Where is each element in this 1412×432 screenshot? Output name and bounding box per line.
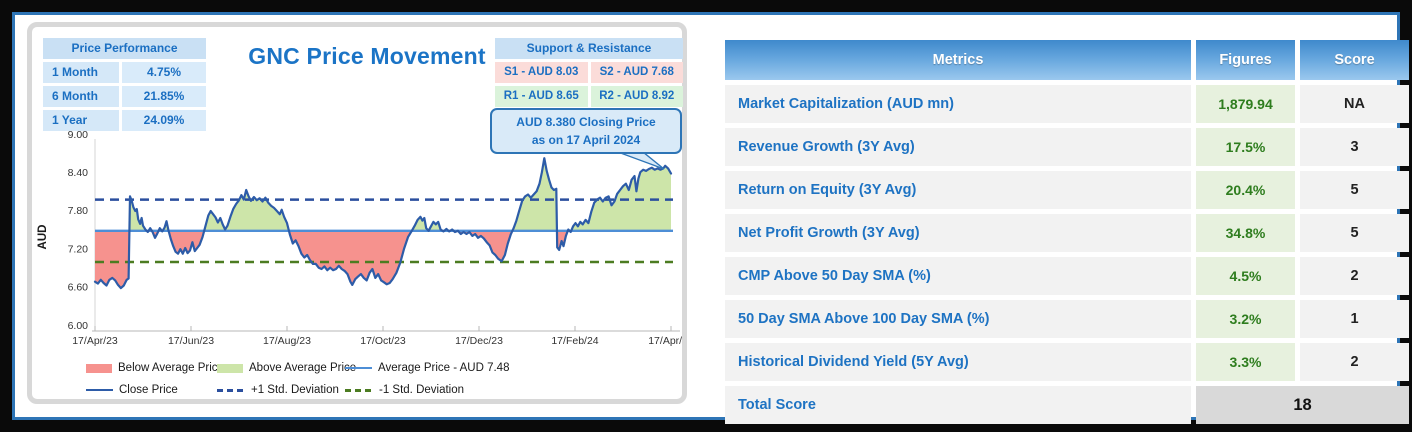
legend-item: Close Price <box>86 383 217 397</box>
price-performance-rows: 1 Month 4.75% 6 Month 21.85% 1 Year 24.09% <box>43 62 206 131</box>
legend-swatch-line-dark <box>86 388 113 392</box>
svg-text:17/Jun/23: 17/Jun/23 <box>168 335 214 347</box>
period-label: 6 Month <box>43 86 119 107</box>
price-performance-table: Price Performance 1 Month 4.75% 6 Month 21.… <box>43 38 206 134</box>
resistance-level: R2 - AUD 8.92 <box>590 86 683 107</box>
chart-legend: Below Average Price Above Average Price Av… <box>86 361 509 397</box>
legend-swatch-line-light <box>345 366 372 370</box>
chart-title: GNC Price Movement <box>248 43 486 69</box>
legend-swatch-dash-green <box>345 388 373 392</box>
price-movement-panel: Price Performance 1 Month 4.75% 6 Month 21.… <box>27 22 687 404</box>
period-value: 21.85% <box>122 86 206 107</box>
svg-text:17/Aug/23: 17/Aug/23 <box>263 335 311 347</box>
period-value: 24.09% <box>122 110 206 131</box>
score-cell: 3 <box>1300 128 1409 166</box>
svg-text:17/Apr/23: 17/Apr/23 <box>72 335 118 347</box>
score-cell: NA <box>1300 85 1409 123</box>
figure-cell: 17.5% <box>1196 128 1295 166</box>
metric-cell: Revenue Growth (3Y Avg) <box>725 128 1191 166</box>
svg-text:17/Apr/24: 17/Apr/24 <box>648 335 682 347</box>
price-performance-row: 6 Month 21.85% <box>43 86 206 107</box>
svg-text:AUD: AUD <box>37 225 49 250</box>
svg-text:8.40: 8.40 <box>68 167 89 179</box>
support-resistance-title: Support & Resistance <box>495 38 683 59</box>
callout-line2: as on 17 April 2024 <box>531 133 641 147</box>
support-resistance-grid: S1 - AUD 8.03 S2 - AUD 7.68 R1 - AUD 8.65 R… <box>495 62 683 107</box>
svg-text:17/Oct/23: 17/Oct/23 <box>360 335 406 347</box>
legend-swatch-fill-green <box>217 363 243 373</box>
figures-header: Figures <box>1196 40 1295 80</box>
score-cell: 2 <box>1300 257 1409 295</box>
legend-label: Close Price <box>119 384 178 396</box>
svg-text:9.00: 9.00 <box>68 129 89 141</box>
total-score-label: Total Score <box>725 386 1191 424</box>
period-value: 4.75% <box>122 62 206 83</box>
figure-cell: 1,879.94 <box>1196 85 1295 123</box>
metrics-table: Metrics Figures Score Market Capitalizat… <box>725 40 1409 424</box>
svg-text:6.60: 6.60 <box>68 282 89 294</box>
legend-label: -1 Std. Deviation <box>379 384 465 396</box>
legend-item: Average Price - AUD 7.48 <box>345 361 509 375</box>
score-header: Score <box>1300 40 1409 80</box>
legend-label: Below Average Price <box>118 362 224 374</box>
metric-cell: CMP Above 50 Day SMA (%) <box>725 257 1191 295</box>
svg-text:17/Feb/24: 17/Feb/24 <box>551 335 598 347</box>
legend-item: Above Average Price <box>217 361 356 375</box>
resistance-level: R1 - AUD 8.65 <box>495 86 588 107</box>
metrics-panel: Metrics Figures Score Market Capitalizat… <box>725 40 1409 424</box>
slide-background: Price Performance 1 Month 4.75% 6 Month 21.… <box>12 12 1409 424</box>
callout-line1: AUD 8.380 Closing Price <box>516 115 656 129</box>
svg-text:17/Dec/23: 17/Dec/23 <box>455 335 503 347</box>
score-cell: 1 <box>1300 300 1409 338</box>
price-performance-row: 1 Month 4.75% <box>43 62 206 83</box>
svg-text:6.00: 6.00 <box>68 320 89 332</box>
legend-swatch-fill-red <box>86 363 112 373</box>
price-performance-row: 1 Year 24.09% <box>43 110 206 131</box>
figure-cell: 20.4% <box>1196 171 1295 209</box>
support-resistance-table: Support & Resistance S1 - AUD 8.03 S2 - A… <box>495 38 683 107</box>
figure-cell: 4.5% <box>1196 257 1295 295</box>
score-cell: 5 <box>1300 214 1409 252</box>
svg-text:7.20: 7.20 <box>68 243 89 255</box>
legend-label: Average Price - AUD 7.48 <box>378 362 510 374</box>
figure-cell: 34.8% <box>1196 214 1295 252</box>
figure-cell: 3.2% <box>1196 300 1295 338</box>
price-chart: 17/Apr/23 17/Jun/23 17/Aug/23 17/Oct/23 17/D… <box>37 129 682 347</box>
period-label: 1 Year <box>43 110 119 131</box>
legend-item: -1 Std. Deviation <box>345 383 509 397</box>
legend-label: +1 Std. Deviation <box>251 384 339 396</box>
legend-label: Above Average Price <box>249 362 357 374</box>
metric-cell: Net Profit Growth (3Y Avg) <box>725 214 1191 252</box>
legend-item: Below Average Price <box>86 361 224 375</box>
price-performance-title: Price Performance <box>43 38 206 59</box>
total-score-value: 18 <box>1196 386 1409 424</box>
score-cell: 5 <box>1300 171 1409 209</box>
metric-cell: Return on Equity (3Y Avg) <box>725 171 1191 209</box>
metric-cell: 50 Day SMA Above 100 Day SMA (%) <box>725 300 1191 338</box>
score-cell: 2 <box>1300 343 1409 381</box>
support-level: S2 - AUD 7.68 <box>590 62 683 83</box>
svg-text:7.80: 7.80 <box>68 205 89 217</box>
period-label: 1 Month <box>43 62 119 83</box>
metric-cell: Historical Dividend Yield (5Y Avg) <box>725 343 1191 381</box>
figure-cell: 3.3% <box>1196 343 1295 381</box>
metric-cell: Market Capitalization (AUD mn) <box>725 85 1191 123</box>
support-level: S1 - AUD 8.03 <box>495 62 588 83</box>
legend-swatch-dash-blue <box>217 388 245 392</box>
closing-price-callout: AUD 8.380 Closing Price as on 17 April 2… <box>490 108 682 154</box>
metrics-header: Metrics <box>725 40 1191 80</box>
legend-item: +1 Std. Deviation <box>217 383 345 397</box>
